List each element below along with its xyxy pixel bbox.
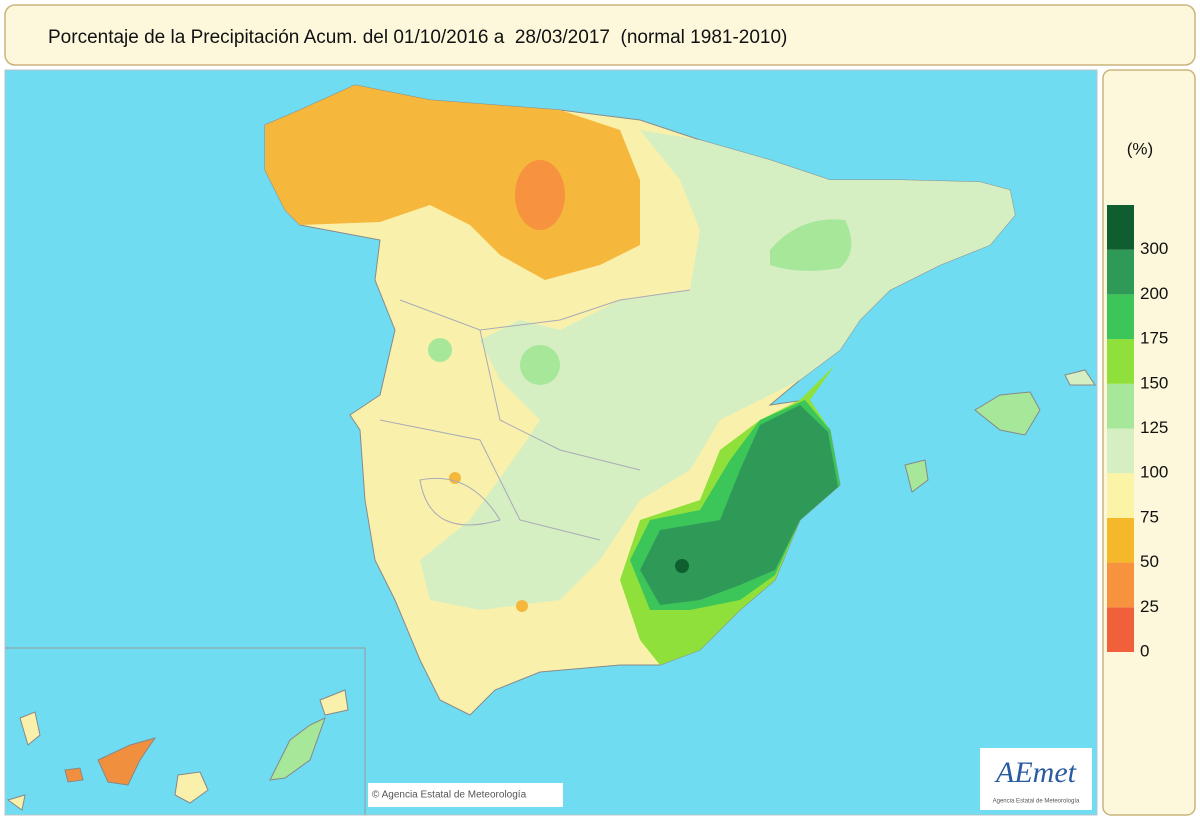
region-50-75 (449, 472, 461, 484)
legend-label: 150 (1140, 373, 1168, 392)
legend-label: 25 (1140, 597, 1159, 616)
legend-label: 75 (1140, 507, 1159, 526)
region-200-300 (640, 405, 838, 605)
region-125-150 (770, 219, 852, 271)
canary-inset (5, 647, 366, 815)
logo-box (980, 748, 1092, 810)
legend-label: 50 (1140, 552, 1159, 571)
region-50-75 (516, 600, 528, 612)
legend-swatch (1107, 607, 1134, 652)
logo: AEmet (994, 756, 1077, 789)
legend: 0 25 50 75 100 125 150 175 200 300 (1107, 205, 1168, 660)
legend-swatch (1107, 428, 1134, 474)
legend-swatch (1107, 562, 1134, 608)
legend-label: 125 (1140, 418, 1168, 437)
legend-swatch (1107, 473, 1134, 518)
spain-map (264, 84, 1096, 716)
credit-box (368, 783, 563, 807)
region-50-75 (265, 85, 640, 280)
logo-caption: Agencia Estatal de Meteorología (993, 799, 1080, 805)
title-box (4, 4, 1196, 66)
mallorca (974, 391, 1041, 436)
region-125-150 (428, 338, 452, 362)
legend-label: 100 (1140, 463, 1168, 482)
menorca (1064, 369, 1096, 386)
legend-swatch (1107, 205, 1134, 250)
region-25-50 (515, 160, 565, 230)
legend-swatch (1107, 383, 1134, 429)
ibiza (904, 459, 929, 493)
legend-label: 175 (1140, 329, 1168, 348)
region-125-150 (520, 345, 560, 385)
region-300 (675, 559, 689, 573)
legend-swatch (1107, 249, 1134, 295)
legend-label: 200 (1140, 284, 1168, 303)
legend-swatch (1107, 517, 1134, 563)
legend-swatch (1107, 339, 1134, 384)
legend-label: 0 (1140, 641, 1149, 660)
map-title: Porcentaje de la Precipitación Acum. del… (48, 27, 787, 48)
legend-unit: (%) (1127, 139, 1153, 158)
region-100-125 (420, 130, 1015, 610)
legend-swatch (1107, 294, 1134, 340)
legend-label: 300 (1140, 239, 1168, 258)
credit: © Agencia Estatal de Meteorología (372, 790, 527, 801)
